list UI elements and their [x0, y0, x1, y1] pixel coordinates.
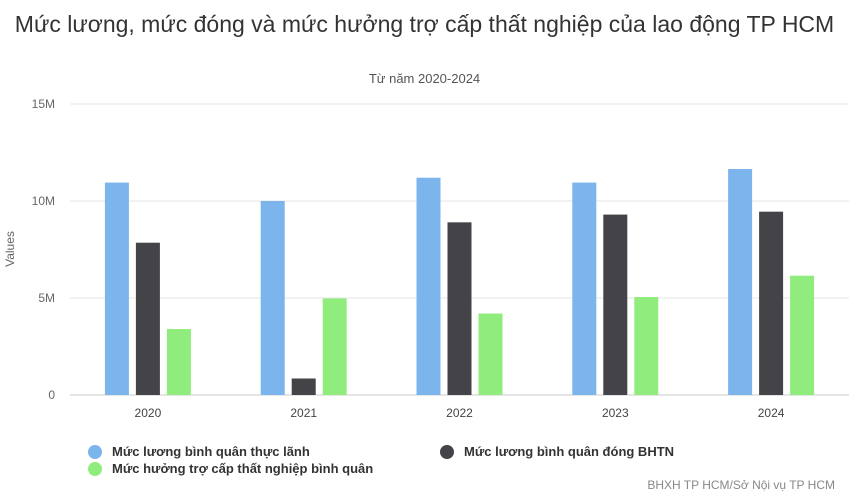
bar-2022-s1[interactable] [447, 222, 472, 395]
bar-2021-s1[interactable] [291, 378, 316, 395]
x-tick-label: 2022 [446, 406, 473, 420]
legend-item-tro-cap[interactable]: Mức hưởng trợ cấp thất nghiệp bình quân [88, 461, 373, 476]
bar-2023-s1[interactable] [603, 214, 628, 395]
legend-marker [88, 444, 102, 459]
bar-2023-s2[interactable] [634, 297, 659, 395]
x-tick-label: 2024 [758, 406, 785, 420]
bar-2024-s0[interactable] [728, 168, 753, 395]
chart-title: Mức lương, mức đóng và mức hưởng trợ cấp… [14, 11, 835, 37]
bar-2024-s1[interactable] [759, 211, 784, 395]
legend-label: Mức lương bình quân thực lãnh [112, 444, 310, 459]
y-axis-label: Values [3, 231, 17, 267]
y-tick-label: 10M [32, 194, 55, 208]
bar-2021-s2[interactable] [322, 298, 347, 395]
legend-marker [88, 461, 102, 476]
y-tick-label: 15M [32, 97, 55, 111]
x-tick-label: 2021 [290, 406, 317, 420]
legend-label: Mức hưởng trợ cấp thất nghiệp bình quân [112, 461, 374, 476]
bar-2020-s0[interactable] [104, 182, 129, 395]
source-credit: BHXH TP HCM/Sở Nội vụ TP HCM [647, 478, 835, 492]
legend-label: Mức lương bình quân đóng BHTN [464, 444, 675, 459]
y-tick-label: 5M [38, 291, 55, 305]
legend-marker [440, 444, 454, 459]
bar-2024-s2[interactable] [790, 275, 815, 395]
x-tick-label: 2023 [602, 406, 629, 420]
x-tick-label: 2020 [135, 406, 162, 420]
legend-item-thuc-lanh[interactable]: Mức lương bình quân thực lãnh [88, 444, 310, 459]
bar-2021-s0[interactable] [260, 201, 285, 395]
chart-subtitle: Từ năm 2020-2024 [368, 71, 481, 86]
legend-item-dong-bhtn[interactable]: Mức lương bình quân đóng BHTN [440, 444, 674, 459]
bar-2020-s1[interactable] [135, 242, 160, 395]
y-tick-label: 0 [48, 388, 55, 402]
bar-2022-s2[interactable] [478, 313, 503, 395]
bar-2023-s0[interactable] [572, 182, 597, 395]
bar-2020-s2[interactable] [166, 329, 191, 395]
bar-2022-s0[interactable] [416, 177, 441, 395]
